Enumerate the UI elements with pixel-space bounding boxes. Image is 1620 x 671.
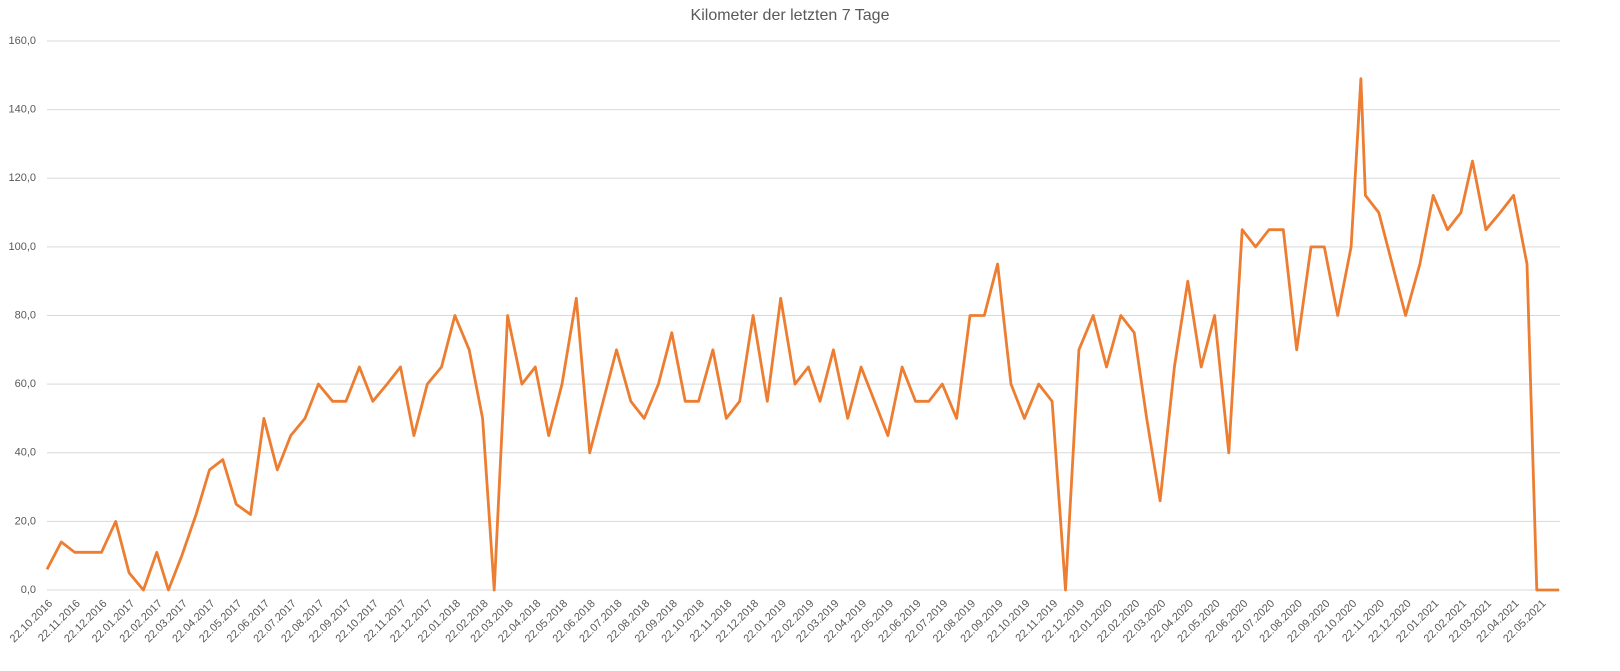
y-tick-label: 20,0: [15, 515, 36, 527]
y-tick-label: 100,0: [8, 241, 36, 253]
data-line: [45, 77, 1560, 592]
y-tick-label: 160,0: [8, 35, 36, 47]
y-tick-label: 60,0: [15, 378, 36, 390]
y-tick-label: 120,0: [8, 172, 36, 184]
chart-title: Kilometer der letzten 7 Tage: [691, 7, 890, 24]
y-tick-label: 80,0: [15, 309, 36, 321]
y-tick-label: 0,0: [21, 584, 36, 596]
y-tick-label: 40,0: [15, 447, 36, 459]
y-tick-label: 140,0: [8, 104, 36, 116]
